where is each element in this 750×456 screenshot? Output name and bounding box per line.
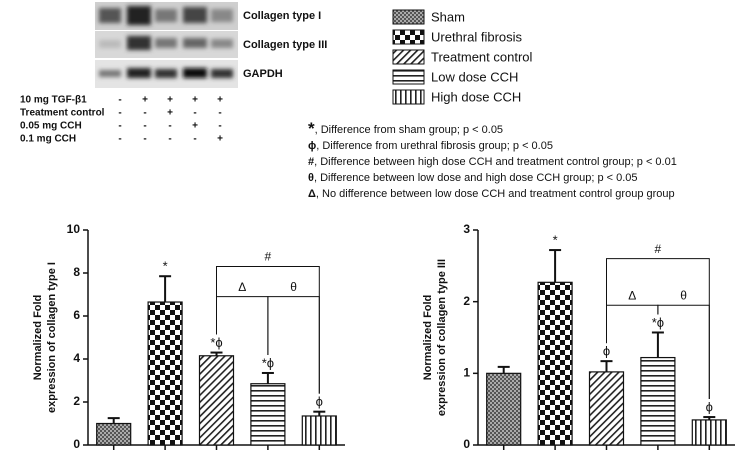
bracket-label: #: [265, 250, 272, 264]
y-tick-label: 10: [67, 222, 81, 236]
y-axis-label: Normalized Fold: [422, 295, 434, 381]
condition-sign: +: [167, 108, 173, 119]
condition-sign: +: [217, 95, 223, 106]
note-text: , Difference from urethral fibrosis grou…: [316, 140, 553, 152]
bar: [691, 419, 727, 446]
bar: [301, 415, 337, 446]
note-text: , Difference from sham group; p < 0.05: [315, 124, 503, 136]
y-tick-label: 3: [463, 222, 470, 236]
condition-sign: +: [217, 134, 223, 145]
note-text: , No difference between low dose CCH and…: [316, 188, 675, 200]
band-label: Collagen type I: [243, 10, 321, 22]
condition-sign: -: [218, 108, 221, 119]
bracket: [657, 304, 710, 400]
condition-sign: -: [143, 134, 146, 145]
note-text: , Difference between high dose CCH and t…: [314, 156, 677, 168]
bracket: [606, 304, 659, 344]
y-tick-label: 4: [73, 351, 80, 365]
y-tick-label: 0: [463, 437, 470, 451]
legend-swatch: [392, 89, 425, 105]
note-symbol: Δ: [308, 188, 316, 200]
note-symbol: ϕ: [308, 140, 316, 152]
bar: [486, 372, 522, 446]
note: Δ, No difference between low dose CCH an…: [308, 188, 675, 200]
note: ϕ, Difference from urethral fibrosis gro…: [308, 140, 553, 152]
legend-swatch: [392, 49, 425, 65]
y-tick-label: 2: [463, 294, 470, 308]
condition-sign: -: [168, 121, 171, 132]
condition-sign: -: [118, 121, 121, 132]
y-axis-label: Normalized Fold: [32, 295, 44, 381]
bracket-label: θ: [290, 280, 297, 294]
legend-label: Urethral fibrosis: [431, 29, 523, 44]
legend-swatch: [392, 9, 425, 25]
y-tick-label: 1: [463, 366, 470, 380]
condition-label: 0.05 mg CCH: [20, 121, 82, 132]
western-blot: [95, 2, 238, 88]
condition-label: Treatment control: [20, 108, 105, 119]
bar-label: *ϕ: [210, 335, 222, 350]
note-symbol: θ: [308, 172, 314, 184]
condition-sign: +: [192, 95, 198, 106]
bar-label: *: [553, 233, 558, 248]
bracket-label: Δ: [628, 288, 636, 302]
condition-sign: -: [193, 134, 196, 145]
condition-label: 10 mg TGF-β1: [20, 95, 87, 106]
bar-label: *ϕ: [652, 315, 664, 330]
band-label: Collagen type III: [243, 39, 327, 51]
condition-sign: -: [193, 108, 196, 119]
bar-label: *ϕ: [262, 355, 274, 370]
bracket-label: Δ: [238, 280, 246, 294]
bar: [588, 371, 625, 446]
bar: [96, 422, 132, 446]
bar: [250, 383, 286, 446]
note: #, Difference between high dose CCH and …: [308, 156, 677, 168]
note-symbol: #: [308, 156, 314, 168]
legend-swatch: [392, 29, 425, 45]
band-label: GAPDH: [243, 68, 283, 80]
condition-label: 0.1 mg CCH: [20, 134, 76, 145]
y-axis-label: expression of collagen type III: [436, 259, 448, 416]
note-symbol: *: [308, 119, 315, 138]
bar-label: ϕ: [316, 394, 323, 409]
bar: [198, 355, 235, 446]
bar-label: ϕ: [603, 344, 610, 359]
bar: [537, 281, 573, 446]
y-tick-label: 6: [73, 308, 80, 322]
bar-label: ϕ: [706, 399, 713, 414]
legend-swatch: [392, 69, 425, 85]
bracket-label: θ: [680, 288, 687, 302]
condition-sign: +: [167, 95, 173, 106]
condition-sign: +: [192, 121, 198, 132]
condition-sign: -: [143, 108, 146, 119]
note: *, Difference from sham group; p < 0.05: [308, 119, 503, 138]
condition-sign: -: [118, 134, 121, 145]
bar-label: *: [163, 259, 168, 274]
condition-sign: -: [118, 95, 121, 106]
legend-label: Treatment control: [431, 49, 533, 64]
legend-label: Low dose CCH: [431, 69, 518, 84]
condition-sign: -: [168, 134, 171, 145]
bar: [147, 301, 183, 446]
bar: [640, 356, 676, 446]
y-axis-label: expression of collagen type I: [46, 262, 58, 413]
condition-sign: -: [143, 121, 146, 132]
note: θ, Difference between low dose and high …: [308, 172, 638, 184]
legend-label: Sham: [431, 9, 465, 24]
note-text: , Difference between low dose and high d…: [314, 172, 638, 184]
condition-sign: -: [118, 108, 121, 119]
bracket-label: #: [655, 242, 662, 256]
legend-label: High dose CCH: [431, 89, 521, 104]
y-tick-label: 2: [73, 394, 80, 408]
bracket: [216, 296, 269, 355]
bracket: [267, 296, 320, 394]
condition-sign: +: [142, 95, 148, 106]
condition-sign: -: [218, 121, 221, 132]
y-tick-label: 0: [73, 437, 80, 451]
y-tick-label: 8: [73, 265, 80, 279]
